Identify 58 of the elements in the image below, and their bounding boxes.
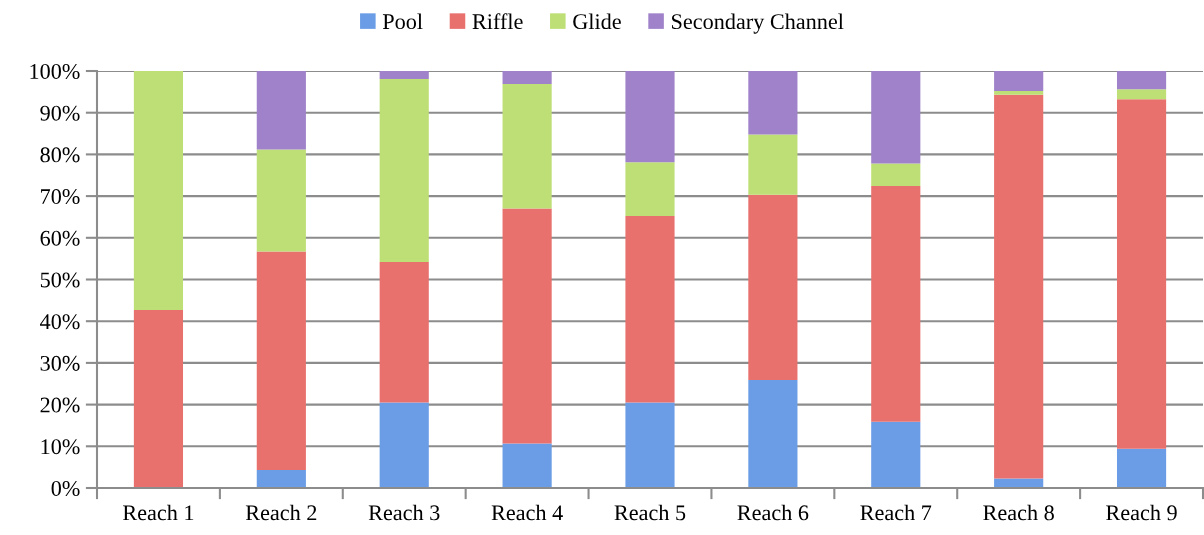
y-tick-label: 80% [40, 147, 80, 163]
x-tick-label: Reach 3 [368, 504, 440, 521]
y-tick-label: 10% [41, 439, 80, 455]
x-tick-label: Reach 4 [491, 504, 563, 521]
y-tick-label: 0% [51, 480, 80, 496]
x-tick-label: Reach 9 [1106, 504, 1177, 521]
y-tick-label: 50% [40, 272, 80, 288]
bar [502, 71, 552, 84]
y-tick-label: 20% [40, 397, 80, 413]
y-tick-label: 60% [40, 230, 80, 246]
bar [748, 71, 798, 135]
bar [994, 91, 1044, 95]
bar [256, 149, 306, 252]
x-tick-label: Reach 6 [737, 504, 809, 521]
bar [625, 402, 675, 488]
bar [994, 71, 1044, 92]
bar [1116, 448, 1167, 488]
bar [256, 470, 306, 488]
x-tick-label: Reach 5 [614, 504, 686, 521]
bar [379, 71, 429, 79]
bar [502, 83, 552, 209]
bar [625, 71, 675, 163]
bar [502, 443, 552, 488]
legend-label: Pool [382, 13, 423, 30]
x-tick-label: Reach 1 [122, 504, 194, 521]
bar [748, 134, 798, 195]
bar [379, 402, 429, 488]
bar [256, 71, 306, 150]
y-tick-label: 70% [41, 189, 80, 205]
bar [625, 216, 675, 403]
bar [133, 71, 184, 310]
bar [379, 78, 429, 262]
bar [1116, 99, 1167, 449]
bar [1116, 71, 1167, 90]
bar [871, 163, 921, 187]
legend-label: Secondary Channel [672, 13, 844, 34]
bar [502, 208, 552, 444]
bar [256, 251, 306, 471]
bar [994, 478, 1044, 488]
bar [871, 421, 921, 488]
y-tick-label: 90% [40, 105, 80, 121]
bar [871, 186, 921, 422]
x-tick-label: Reach 7 [860, 504, 932, 521]
x-tick-label: Reach 2 [245, 504, 317, 521]
bar [994, 94, 1044, 479]
bar [871, 71, 921, 164]
legend-label: Glide [573, 13, 621, 30]
y-tick-label: 30% [40, 355, 80, 371]
bar [748, 194, 798, 380]
legend-label: Riffle [472, 13, 523, 30]
bar [625, 162, 675, 217]
y-tick-label: 40% [40, 314, 80, 330]
bar [379, 261, 429, 403]
bar [133, 309, 184, 488]
x-tick-label: Reach 8 [983, 504, 1054, 521]
y-tick-label: 100% [30, 63, 80, 79]
bar [1116, 89, 1167, 100]
bar [748, 380, 798, 488]
